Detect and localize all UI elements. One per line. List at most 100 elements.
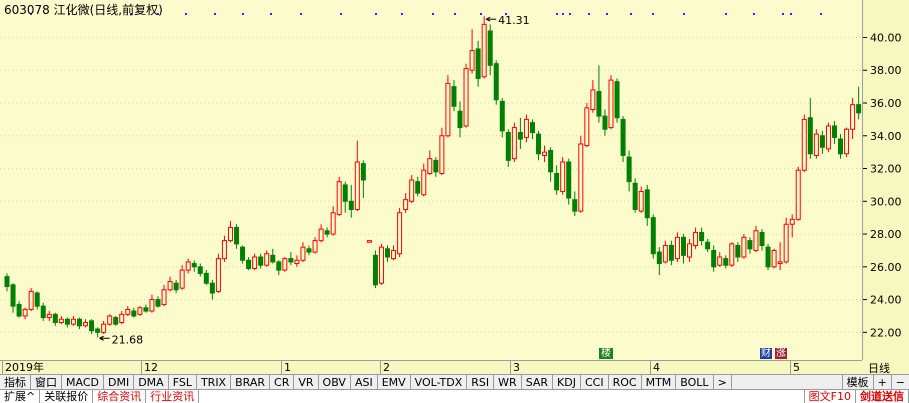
candle[interactable] (246, 256, 252, 271)
candle[interactable] (300, 242, 306, 262)
candle[interactable] (650, 214, 656, 259)
candle[interactable] (614, 78, 620, 123)
candle[interactable] (850, 98, 856, 140)
candle[interactable] (131, 307, 137, 318)
candle[interactable] (89, 319, 95, 334)
candle[interactable] (807, 98, 813, 159)
candle[interactable] (264, 250, 270, 267)
candle[interactable] (397, 207, 403, 257)
notice-button[interactable]: 剑道送信 (856, 390, 909, 403)
candle[interactable] (185, 258, 191, 274)
indicator-tab-trix[interactable]: TRIX (197, 375, 232, 389)
indicator-tab-cr[interactable]: CR (270, 375, 295, 389)
candle[interactable] (234, 224, 240, 249)
candle[interactable] (258, 253, 264, 269)
candle[interactable] (409, 175, 415, 203)
candle[interactable] (348, 184, 354, 218)
candle[interactable] (427, 150, 433, 176)
indicator-tab-[interactable]: > (714, 375, 732, 389)
candle[interactable] (566, 158, 572, 205)
candle[interactable] (433, 157, 439, 177)
bottom-tab[interactable]: 综合资讯 (93, 390, 147, 403)
bottom-tab[interactable]: 关联报价 (40, 390, 94, 403)
candle[interactable] (783, 217, 789, 264)
candle[interactable] (753, 225, 759, 253)
candle[interactable] (795, 166, 801, 221)
indicator-tab-boll[interactable]: BOLL (676, 375, 714, 389)
candle[interactable] (58, 315, 64, 325)
candle[interactable] (523, 114, 529, 143)
bottom-tab[interactable]: 行业资讯 (146, 390, 200, 403)
candle[interactable] (372, 250, 378, 289)
template-button[interactable]: 模板 (841, 375, 873, 389)
indicator-tab-dma[interactable]: DMA (134, 375, 169, 389)
candle[interactable] (149, 294, 155, 313)
candle[interactable] (511, 122, 517, 162)
candle[interactable] (765, 243, 771, 271)
event-badge[interactable]: 楼 (599, 348, 613, 359)
candle[interactable] (161, 284, 167, 307)
indicator-tab-vr[interactable]: VR (294, 375, 319, 389)
candle[interactable] (560, 157, 566, 195)
candle[interactable] (421, 163, 427, 197)
indicator-tab-asi[interactable]: ASI (351, 375, 378, 389)
indicator-tab-[interactable]: 指标 (0, 375, 31, 389)
candle[interactable] (542, 145, 548, 162)
candle[interactable] (312, 237, 318, 254)
candle[interactable] (602, 109, 608, 136)
candle[interactable] (107, 314, 113, 326)
candle[interactable] (813, 129, 819, 159)
candle[interactable] (336, 176, 342, 217)
candle[interactable] (354, 140, 360, 212)
candle[interactable] (578, 135, 584, 213)
candle[interactable] (668, 240, 674, 266)
candle[interactable] (46, 311, 52, 321)
candle[interactable] (475, 40, 481, 87)
candle[interactable] (825, 122, 831, 153)
f10-button[interactable]: 图文F10 (803, 390, 856, 403)
candle[interactable] (451, 80, 457, 112)
indicator-tab-obv[interactable]: OBV (319, 375, 351, 389)
candle[interactable] (632, 178, 638, 213)
candle[interactable] (831, 121, 837, 144)
indicator-tab-kdj[interactable]: KDJ (553, 375, 581, 389)
candle[interactable] (536, 130, 542, 161)
candle[interactable] (215, 253, 221, 294)
candle[interactable] (801, 114, 807, 172)
candle[interactable] (469, 29, 475, 74)
candle[interactable] (403, 193, 409, 213)
candle[interactable] (554, 165, 560, 195)
plus-button[interactable]: + (872, 375, 891, 389)
candle[interactable] (529, 119, 535, 140)
indicator-tab-macd[interactable]: MACD (62, 375, 104, 389)
candle[interactable] (777, 242, 783, 271)
candle[interactable] (699, 227, 705, 246)
candlestick-chart[interactable]: 41.31 21.68 (0, 0, 862, 360)
chart-area[interactable]: 41.31 21.68 603078 江化微(日线,前复权) (0, 0, 862, 360)
indicator-tab-mtm[interactable]: MTM (642, 375, 677, 389)
candle[interactable] (28, 288, 34, 312)
minus-button[interactable]: − (890, 375, 909, 389)
candle[interactable] (844, 127, 850, 158)
candle[interactable] (596, 65, 602, 123)
candle[interactable] (608, 75, 614, 130)
candle[interactable] (662, 240, 668, 264)
candle[interactable] (70, 315, 76, 326)
event-badge[interactable]: 涨 (775, 348, 787, 359)
candle[interactable] (40, 302, 46, 321)
candle[interactable] (680, 234, 686, 264)
candle[interactable] (838, 134, 844, 159)
candle[interactable] (445, 75, 451, 138)
indicator-tab-rsi[interactable]: RSI (467, 375, 495, 389)
candle[interactable] (209, 279, 215, 300)
bottom-tab[interactable]: 扩展^ (0, 390, 41, 403)
candle[interactable] (64, 317, 70, 328)
candle[interactable] (717, 252, 723, 267)
candle[interactable] (819, 130, 825, 154)
candle[interactable] (342, 181, 348, 213)
candle[interactable] (360, 160, 366, 199)
candle[interactable] (439, 127, 445, 176)
indicator-tab-voltdx[interactable]: VOL-TDX (411, 375, 468, 389)
indicator-tab-sar[interactable]: SAR (522, 375, 554, 389)
candle[interactable] (711, 245, 717, 272)
